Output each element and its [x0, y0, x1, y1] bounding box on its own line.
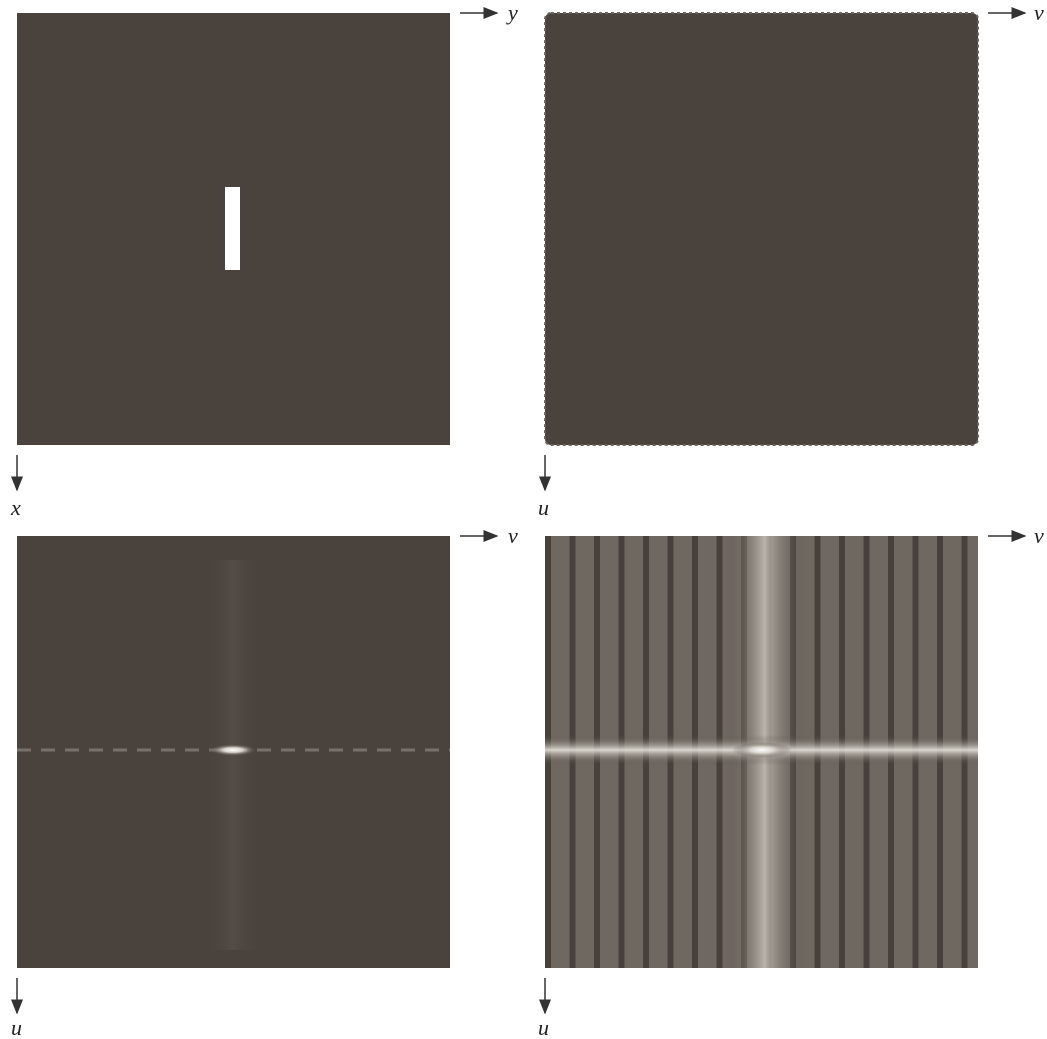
x-axis-label: y — [506, 0, 518, 25]
x-axis-label: v — [1034, 0, 1044, 25]
x-axis-label: v — [1034, 523, 1044, 548]
panel: y x — [10, 0, 518, 520]
panel: v u — [11, 523, 518, 1039]
y-axis-label: x — [10, 495, 21, 520]
y-axis-label: u — [11, 1015, 22, 1039]
y-axis-label: u — [538, 1015, 549, 1039]
image — [545, 13, 978, 445]
image-edge — [544, 12, 979, 446]
rectangle — [225, 187, 240, 270]
y-axis-label: u — [538, 495, 549, 520]
spectrum-peak — [209, 744, 257, 756]
panel: v u — [538, 0, 1044, 520]
panel: v u — [538, 523, 1044, 1039]
spectrum-peak — [732, 742, 792, 758]
x-axis-label: v — [508, 523, 518, 548]
